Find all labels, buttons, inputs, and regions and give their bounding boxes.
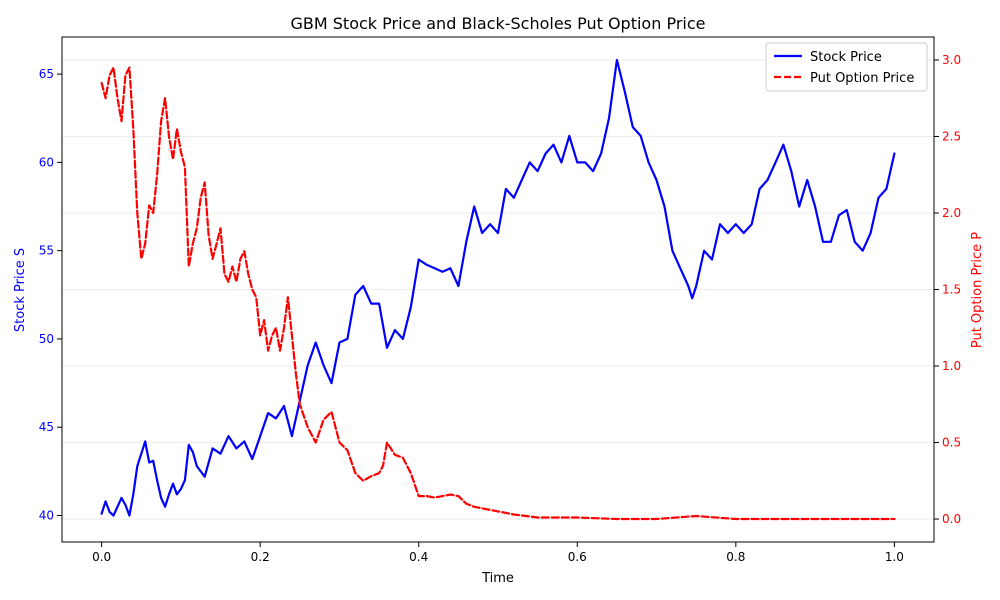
series-line-put-option-price — [100, 66, 896, 521]
y-right-tick-label-6: 3.0 — [942, 53, 961, 67]
y-left-tick-label-5: 65 — [39, 67, 54, 81]
series-line-stock-price — [100, 58, 896, 517]
y-right-tick-label-1: 0.5 — [942, 436, 961, 450]
legend: Stock Price Put Option Price — [765, 42, 928, 92]
y-right-tick-label-2: 1.0 — [942, 359, 961, 373]
x-tick-label-1: 0.2 — [251, 550, 270, 564]
chart-title: GBM Stock Price and Black-Scholes Put Op… — [291, 14, 706, 33]
y-axis-left: 40 45 50 55 60 65 — [39, 67, 62, 523]
x-tick-label-2: 0.4 — [409, 550, 428, 564]
y-left-tick-label-2: 50 — [39, 332, 54, 346]
x-tick-label-4: 0.8 — [726, 550, 745, 564]
y-left-tick-label-1: 45 — [39, 420, 54, 434]
legend-box — [765, 42, 928, 92]
y-right-tick-label-3: 1.5 — [942, 283, 961, 297]
series-layer — [100, 58, 896, 521]
x-tick-label-0: 0.0 — [92, 550, 111, 564]
x-tick-label-3: 0.6 — [568, 550, 587, 564]
y-axis-left-title: Stock Price S — [13, 248, 28, 332]
y-right-tick-label-5: 2.5 — [942, 129, 961, 143]
y-axis-right-title: Put Option Price P — [970, 232, 985, 348]
y-left-tick-label-0: 40 — [39, 509, 54, 523]
y-right-tick-label-0: 0.0 — [942, 512, 961, 526]
y-left-tick-label-4: 60 — [39, 155, 54, 169]
x-tick-label-5: 1.0 — [885, 550, 904, 564]
y-right-tick-label-4: 2.0 — [942, 206, 961, 220]
x-axis-title: Time — [481, 571, 514, 586]
legend-label-put-option-price: Put Option Price — [810, 71, 914, 86]
legend-label-stock-price: Stock Price — [810, 50, 882, 65]
y-left-tick-label-3: 55 — [39, 244, 54, 258]
y-axis-right: 0.0 0.5 1.0 1.5 2.0 2.5 3.0 — [934, 53, 961, 526]
x-axis: 0.0 0.2 0.4 0.6 0.8 1.0 — [92, 542, 904, 564]
